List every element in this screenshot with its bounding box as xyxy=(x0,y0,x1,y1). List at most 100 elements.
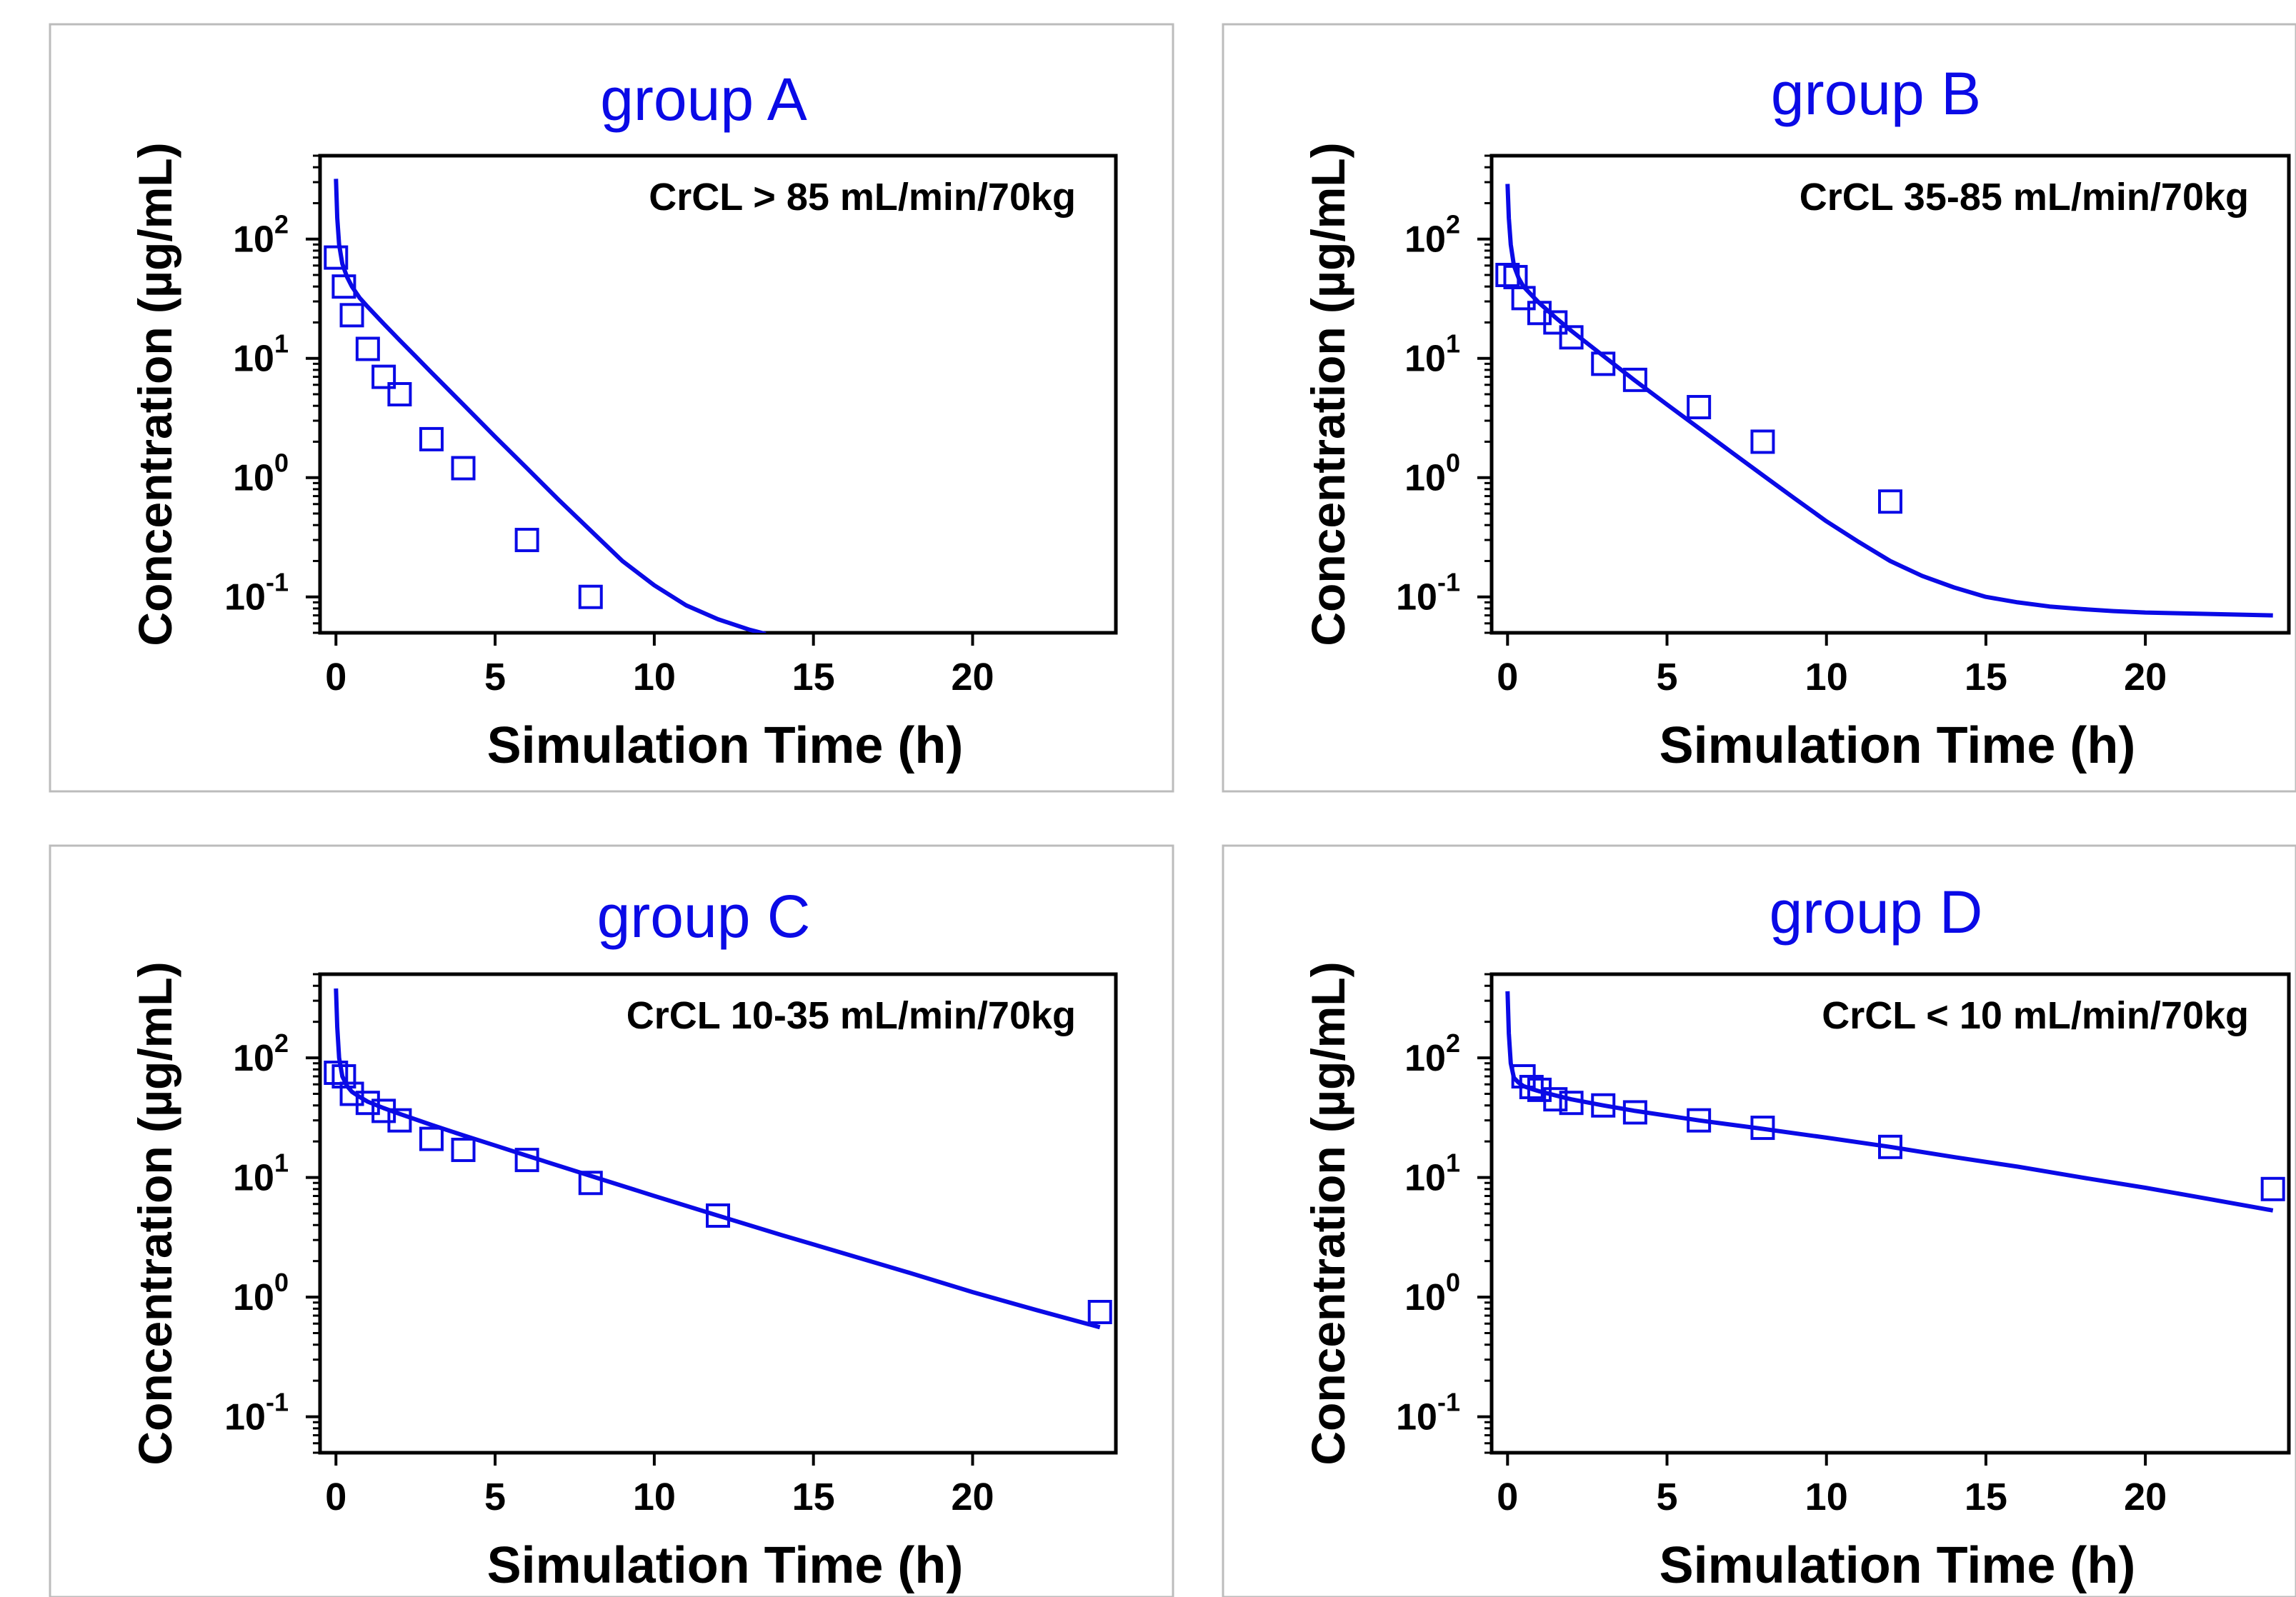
data-layer xyxy=(324,179,767,633)
x-tick-label: 10 xyxy=(633,656,676,699)
observed-point xyxy=(1087,1300,1112,1325)
x-tick-label: 5 xyxy=(484,656,506,699)
x-axis-label: Simulation Time (h) xyxy=(1659,717,2136,774)
x-tick-label: 15 xyxy=(1965,1476,2007,1518)
chart-annotation: CrCL > 85 mL/min/70kg xyxy=(649,176,1076,219)
chart-panel-2: group B Concentration (µg/mL) Simulation T… xyxy=(1222,23,2296,793)
observed-point xyxy=(1622,367,1647,392)
chart-panel-3: group C Concentration (µg/mL) Simulation T… xyxy=(49,844,1174,1597)
y-tick-label: 102 xyxy=(233,1028,289,1079)
x-axis-label: Simulation Time (h) xyxy=(487,1537,964,1594)
observed-point xyxy=(578,584,603,609)
x-tick-label: 15 xyxy=(792,656,835,699)
observed-point xyxy=(706,1203,730,1228)
x-tick-label: 15 xyxy=(792,1476,835,1518)
observed-point xyxy=(1495,263,1520,287)
x-tick-label: 10 xyxy=(1805,1476,1848,1518)
observed-point xyxy=(355,1091,380,1116)
observed-point xyxy=(451,1137,476,1162)
x-tick-label: 20 xyxy=(2124,656,2167,699)
y-axis-label: Concentration (µg/mL) xyxy=(1302,142,1354,646)
y-tick-label: 10-1 xyxy=(224,568,289,619)
x-tick-label: 0 xyxy=(1497,1476,1518,1518)
chart-annotation: CrCL < 10 mL/min/70kg xyxy=(1822,994,2249,1037)
y-axis-label: Concentration (µg/mL) xyxy=(129,142,181,646)
panel-frame xyxy=(1222,844,2296,1597)
y-axis-label: Concentration (µg/mL) xyxy=(1302,961,1354,1465)
observed-point xyxy=(1687,1108,1712,1133)
observed-point xyxy=(514,528,539,553)
observed-point xyxy=(1559,1091,1584,1116)
chart-annotation: CrCL 10-35 mL/min/70kg xyxy=(627,994,1076,1037)
y-tick-label: 102 xyxy=(1404,210,1460,261)
observed-point xyxy=(1591,351,1616,376)
observed-point xyxy=(514,1148,539,1173)
y-tick-label: 100 xyxy=(233,1268,289,1318)
y-tick-label: 101 xyxy=(233,1148,289,1199)
observed-point xyxy=(1750,1116,1775,1141)
x-tick-label: 20 xyxy=(2124,1476,2167,1518)
chart-annotation: CrCL 35-85 mL/min/70kg xyxy=(1800,176,2249,219)
y-tick-label: 100 xyxy=(1404,449,1460,499)
observed-point xyxy=(1543,1087,1568,1112)
observed-point xyxy=(1622,1100,1647,1125)
chart-title: group C xyxy=(597,883,811,950)
observed-point xyxy=(2260,1176,2285,1201)
x-tick-label: 0 xyxy=(1497,656,1518,699)
observed-point xyxy=(1511,286,1536,311)
y-tick-label: 10-1 xyxy=(1396,568,1460,619)
panel-frame xyxy=(1222,23,2296,793)
observed-point xyxy=(339,303,364,328)
observed-point xyxy=(578,1171,603,1196)
x-tick-label: 10 xyxy=(1805,656,1848,699)
chart-title: group B xyxy=(1771,60,1981,127)
y-tick-label: 101 xyxy=(1404,329,1460,380)
simulated-curve xyxy=(1505,991,2274,1213)
observed-point xyxy=(1687,395,1712,420)
y-tick-label: 100 xyxy=(233,449,289,499)
chart-title: group D xyxy=(1770,878,1983,946)
y-tick-label: 100 xyxy=(1404,1268,1460,1318)
x-tick-label: 15 xyxy=(1965,656,2007,699)
observed-point xyxy=(324,245,349,270)
observed-point xyxy=(324,1061,349,1086)
x-tick-label: 20 xyxy=(951,1476,994,1518)
observed-point xyxy=(1750,429,1775,454)
x-axis-label: Simulation Time (h) xyxy=(1659,1537,2136,1594)
x-tick-label: 0 xyxy=(325,656,346,699)
y-tick-label: 101 xyxy=(233,329,289,380)
data-layer xyxy=(1505,991,2285,1213)
x-tick-label: 0 xyxy=(325,1476,346,1518)
chart-panel-4: group D Concentration (µg/mL) Simulation T… xyxy=(1222,844,2296,1597)
panel-frame xyxy=(49,844,1174,1597)
observed-point xyxy=(1519,1074,1544,1099)
observed-point xyxy=(387,382,412,406)
chart-title: group A xyxy=(600,66,807,133)
observed-point xyxy=(1878,1134,1902,1159)
observed-point xyxy=(1591,1093,1616,1118)
observed-point xyxy=(419,1126,444,1151)
x-tick-label: 10 xyxy=(633,1476,676,1518)
x-tick-label: 5 xyxy=(1656,656,1677,699)
observed-point xyxy=(387,1108,412,1133)
y-tick-label: 10-1 xyxy=(1396,1388,1460,1438)
observed-point xyxy=(1878,489,1902,514)
y-axis-label: Concentration (µg/mL) xyxy=(129,961,181,1465)
x-tick-label: 5 xyxy=(484,1476,506,1518)
observed-point xyxy=(371,364,396,389)
observed-point xyxy=(451,456,476,481)
simulated-curve xyxy=(334,179,767,633)
panel-frame xyxy=(49,23,1174,793)
x-tick-label: 20 xyxy=(951,656,994,699)
data-layer xyxy=(1495,184,2273,618)
x-tick-label: 5 xyxy=(1656,1476,1677,1518)
observed-point xyxy=(339,1081,364,1106)
y-tick-label: 10-1 xyxy=(224,1388,289,1438)
y-tick-label: 102 xyxy=(1404,1028,1460,1079)
observed-point xyxy=(331,1064,356,1089)
observed-point xyxy=(1543,310,1568,335)
x-axis-label: Simulation Time (h) xyxy=(487,717,964,774)
observed-point xyxy=(331,274,356,299)
observed-point xyxy=(355,336,380,361)
